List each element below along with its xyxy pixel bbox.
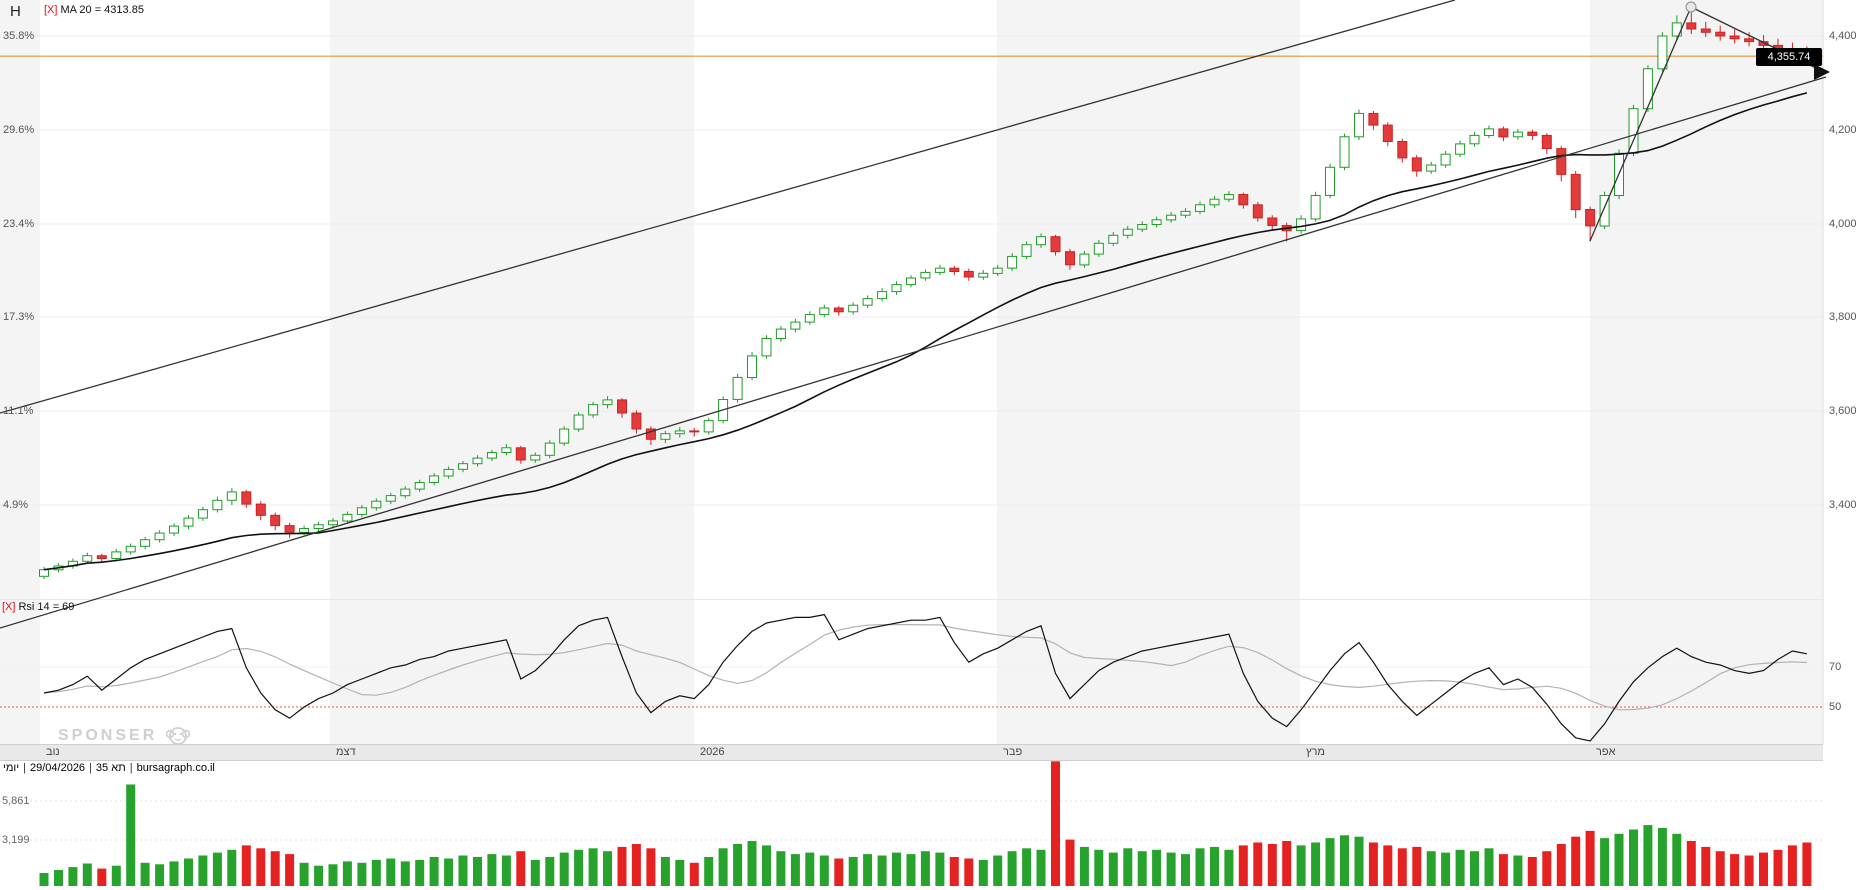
watermark-text: SPONSER (58, 727, 158, 744)
month-label: נוב (46, 746, 60, 758)
percent-tick-label: 4.9% (3, 499, 29, 511)
price-tick-label: 4,000 (1829, 218, 1857, 230)
april-rally-line[interactable] (1589, 6, 1692, 242)
status-part: 29/04/2026 (30, 762, 86, 774)
upper-channel-line[interactable] (0, 0, 1456, 414)
volume-layer (39, 761, 1812, 887)
month-bands (0, 0, 1823, 744)
candles-layer (39, 11, 1812, 580)
time-axis[interactable]: נוב דצמ 2026 פבר מרץ אפר (0, 744, 1823, 761)
price-tick-label: 4,200 (1829, 124, 1857, 136)
percent-tick-label: 35.8% (3, 30, 35, 42)
month-label: 2026 (700, 746, 725, 758)
rsi-remove-button[interactable]: [X] (2, 601, 16, 613)
last-price-tag: 4,355.74 (1756, 48, 1822, 66)
rsi-tick-label: 70 (1829, 661, 1842, 673)
ma-legend-text: MA 20 = 4313.85 (60, 4, 144, 16)
ma20-line (43, 92, 1808, 571)
rsi-tick-label: 50 (1829, 701, 1842, 713)
watermark: SPONSER (58, 723, 191, 749)
percent-tick-label: 17.3% (3, 311, 35, 323)
volume-tick-label: 3,199 (2, 834, 30, 846)
status-part: יומי (3, 762, 20, 774)
price-tick-label: 3,600 (1829, 405, 1857, 417)
rsi-line (43, 613, 1808, 742)
trend-arrow-icon (1814, 64, 1830, 80)
monkey-logo-icon (166, 727, 191, 745)
status-bar: יומי | 29/04/2026 | תא 35 | bursagraph.co.il (3, 762, 215, 774)
rsi-legend-text: Rsi 14 = 69 (18, 601, 75, 613)
percent-tick-label: 11.1% (3, 405, 34, 417)
month-label: פבר (1003, 746, 1023, 758)
month-label: מרץ (1306, 746, 1325, 758)
price-tick-label: 4,400 (1829, 30, 1857, 42)
status-separator: | (129, 762, 133, 774)
price-tick-label: 3,400 (1829, 499, 1857, 511)
status-separator: | (89, 762, 92, 774)
percent-tick-label: 23.4% (3, 218, 35, 230)
volume-tick-label: 5,861 (2, 795, 30, 807)
price-tick-label: 3,800 (1829, 311, 1857, 323)
lower-channel-line[interactable] (0, 76, 1827, 629)
status-part: bursagraph.co.il (136, 762, 215, 774)
status-separator: | (23, 762, 26, 774)
percent-tick-label: 29.6% (3, 124, 35, 136)
peak-marker[interactable] (1685, 1, 1697, 13)
rsi-avg-line (43, 624, 1807, 711)
status-part: תא 35 (95, 762, 126, 774)
gridlines (0, 0, 1824, 841)
month-label: אפר (1596, 746, 1616, 758)
month-label: דצמ (336, 746, 356, 758)
ma-remove-button[interactable]: [X] (44, 4, 58, 16)
rsi-legend: [X] Rsi 14 = 69 (2, 601, 74, 613)
interval-label: H (10, 3, 21, 20)
ma-legend: [X] MA 20 = 4313.85 (44, 4, 144, 16)
